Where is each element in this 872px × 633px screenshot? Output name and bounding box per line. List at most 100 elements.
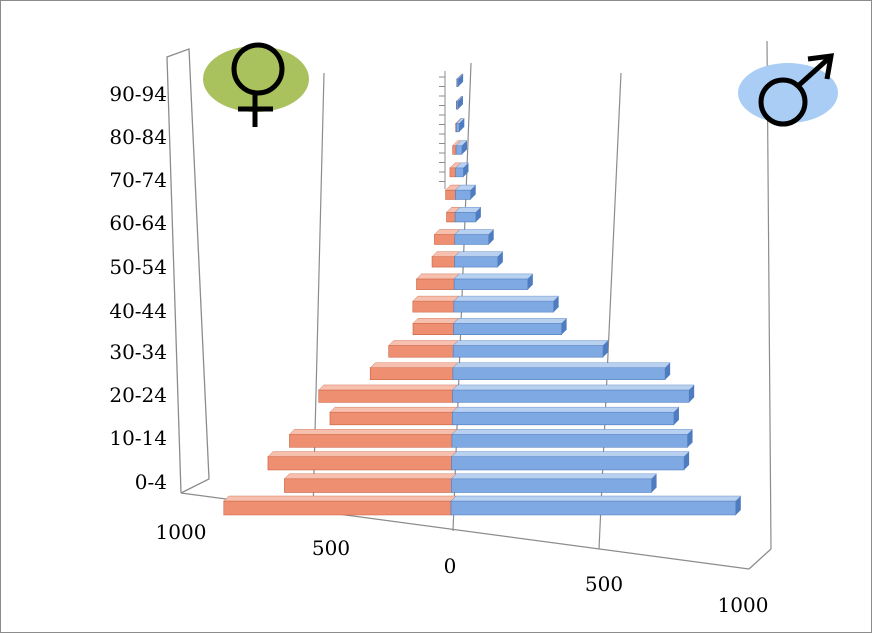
x-tick-label: 1000	[718, 593, 769, 617]
male-bar-70-74	[455, 189, 472, 200]
male-bar-side-95-99	[458, 74, 464, 87]
male-bar-30-34	[452, 367, 666, 381]
male-bar-top-0-4	[450, 495, 742, 502]
male-bar-65-69	[454, 211, 477, 223]
female-bar-top-15-19	[288, 429, 458, 435]
male-bar-side-50-54	[527, 273, 533, 290]
male-bar-side-10-14	[684, 451, 690, 470]
male-bar-side-80-84	[461, 140, 467, 155]
female-bar-top-25-29	[318, 384, 459, 391]
male-bar-top-20-24	[451, 406, 680, 413]
x-tick-label: 0	[444, 554, 457, 578]
male-bar-side-35-39	[603, 340, 609, 358]
female-symbol-icon	[203, 42, 309, 127]
male-bar-side-20-24	[673, 407, 679, 425]
female-bar-top-30-34	[369, 362, 459, 368]
male-bar-top-45-49	[453, 295, 560, 302]
male-bar-25-29	[452, 389, 690, 403]
male-bar-side-90-94	[457, 96, 463, 110]
female-bar-10-14	[267, 456, 452, 471]
male-bar-top-50-54	[453, 273, 534, 280]
female-bar-top-50-54	[416, 273, 460, 280]
female-bar-80-84	[452, 145, 457, 155]
male-bar-top-40-44	[453, 318, 568, 324]
male-bar-top-35-39	[452, 340, 609, 346]
female-bar-0-4	[223, 500, 452, 516]
female-bar-65-69	[446, 211, 456, 223]
male-bar-side-45-49	[553, 296, 559, 313]
male-bar-0-4	[450, 500, 737, 516]
female-bar-30-34	[369, 367, 454, 381]
y-tick-label: 50-54	[109, 255, 167, 279]
male-bar-95-99	[456, 78, 459, 87]
female-bar-top-0-4	[223, 495, 457, 502]
x-tick-label: 1000	[156, 520, 207, 544]
male-bar-side-15-19	[687, 429, 693, 448]
male-bar-90-94	[456, 100, 459, 110]
male-bar-10-14	[451, 456, 685, 471]
male-bar-side-60-64	[488, 229, 494, 245]
male-bar-top-60-64	[454, 229, 495, 235]
x-tick-label: 500	[312, 536, 350, 560]
female-bar-top-10-14	[267, 451, 458, 457]
female-bar-20-24	[329, 411, 453, 426]
y-tick-label: 60-64	[109, 211, 167, 235]
female-bar-45-49	[412, 300, 455, 313]
female-bar-55-59	[431, 256, 455, 268]
x-tick-label: 500	[585, 572, 623, 596]
y-tick-label: 0-4	[135, 470, 167, 494]
y-tick-label: 20-24	[109, 383, 167, 407]
male-bar-80-84	[455, 145, 463, 155]
male-bar-side-5-9	[651, 473, 657, 493]
male-symbol-icon	[738, 53, 838, 127]
male-bar-side-30-34	[665, 362, 671, 380]
male-bar-top-30-34	[452, 362, 671, 368]
male-bar-top-5-9	[450, 473, 658, 479]
female-bar-15-19	[289, 434, 453, 448]
male-bar-50-54	[453, 278, 529, 290]
male-bar-top-55-59	[453, 251, 504, 257]
male-bar-5-9	[451, 478, 652, 493]
y-tick-label: 70-74	[109, 168, 167, 192]
male-bar-top-15-19	[451, 429, 694, 435]
male-bar-top-10-14	[451, 451, 690, 457]
male-bar-75-79	[455, 167, 464, 178]
male-bar-side-70-74	[470, 185, 476, 200]
female-bar-35-39	[388, 345, 454, 358]
male-bar-40-44	[453, 323, 562, 335]
female-bar-top-45-49	[412, 295, 460, 302]
female-bar-top-20-24	[329, 406, 458, 413]
male-bar-55-59	[454, 256, 499, 268]
gridlines	[312, 40, 772, 550]
male-bar-85-89	[456, 123, 460, 133]
male-bar-side-75-79	[463, 162, 469, 177]
female-bar-70-74	[445, 189, 456, 200]
female-bar-5-9	[284, 478, 452, 493]
male-bar-side-40-44	[561, 318, 567, 335]
male-bar-side-65-69	[475, 207, 481, 222]
male-bar-side-0-4	[735, 496, 741, 515]
female-bar-25-29	[318, 389, 453, 403]
y-tick-label: 40-44	[109, 299, 167, 323]
male-bar-20-24	[451, 411, 675, 426]
y-tick-label: 80-84	[109, 125, 167, 149]
male-bar-60-64	[454, 234, 490, 245]
y-tick-label: 30-34	[109, 340, 167, 364]
male-bar-15-19	[451, 434, 688, 448]
female-bar-top-35-39	[388, 340, 459, 346]
female-bar-75-79	[449, 167, 457, 178]
x-axis-labels: 1000 500 0 500 1000	[156, 520, 769, 617]
female-bar-60-64	[434, 234, 456, 245]
y-axis-labels: 0-4 10-14 20-24 30-34 40-44 50-54 60-64 70-74 80…	[109, 82, 167, 494]
bars	[223, 73, 742, 516]
male-bar-side-25-29	[689, 384, 695, 403]
female-bar-40-44	[412, 323, 454, 335]
male-bar-45-49	[453, 300, 554, 313]
y-tick-label: 10-14	[109, 426, 167, 450]
female-bar-top-5-9	[283, 473, 457, 479]
y-tick-label: 90-94	[109, 82, 167, 106]
female-bar-50-54	[416, 278, 455, 290]
male-bar-side-85-89	[459, 118, 465, 132]
